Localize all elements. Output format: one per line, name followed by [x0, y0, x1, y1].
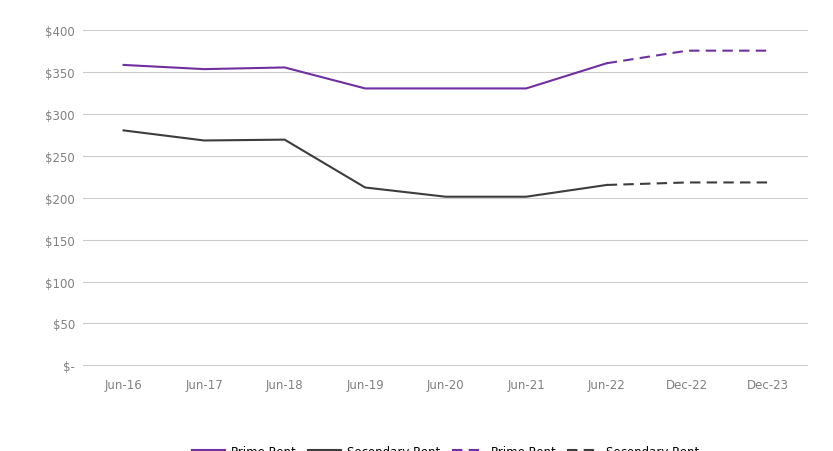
Line: Prime Rent: Prime Rent — [606, 51, 768, 64]
Secondary Rent — [521, 194, 531, 200]
Prime Rent — [118, 63, 128, 69]
Prime Rent — [682, 49, 692, 54]
Secondary Rent — [601, 183, 611, 188]
Prime Rent — [601, 61, 611, 67]
Prime Rent — [280, 65, 290, 71]
Legend: Prime Rent, Secondary Rent, Prime Rent, Secondary Rent: Prime Rent, Secondary Rent, Prime Rent, … — [187, 440, 704, 451]
Prime Rent — [521, 87, 531, 92]
Secondary Rent — [360, 185, 370, 191]
Secondary Rent — [441, 194, 451, 200]
Prime Rent — [199, 67, 209, 73]
Prime Rent — [763, 49, 773, 54]
Line: Secondary Rent: Secondary Rent — [123, 131, 606, 197]
Line: Secondary Rent: Secondary Rent — [606, 183, 768, 185]
Secondary Rent — [682, 180, 692, 186]
Secondary Rent — [763, 180, 773, 186]
Secondary Rent — [118, 129, 128, 134]
Prime Rent — [360, 87, 370, 92]
Secondary Rent — [199, 138, 209, 144]
Prime Rent — [441, 87, 451, 92]
Prime Rent — [601, 61, 611, 67]
Line: Prime Rent: Prime Rent — [123, 64, 606, 89]
Secondary Rent — [601, 183, 611, 188]
Secondary Rent — [280, 138, 290, 143]
